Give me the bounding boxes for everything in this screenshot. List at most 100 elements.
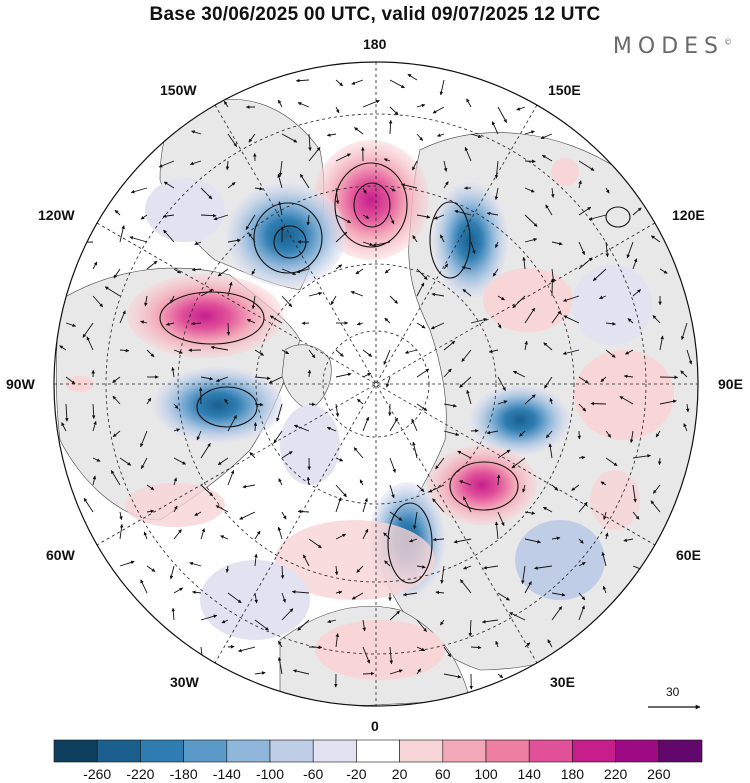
- wind-arrow-icon: [626, 241, 634, 259]
- wind-arrow-icon: [254, 186, 264, 191]
- wind-arrow-icon: [443, 430, 460, 436]
- wind-arrow-icon: [497, 322, 502, 329]
- wind-arrow-icon: [65, 322, 77, 327]
- wind-arrow-icon: [173, 505, 178, 513]
- wind-arrow-icon: [362, 349, 373, 357]
- wind-arrow-icon: [578, 180, 582, 189]
- wind-arrow-icon: [61, 422, 67, 432]
- wind-arrow-icon: [389, 79, 405, 89]
- wind-arrow-icon: [194, 241, 202, 245]
- wind-arrow-icon: [443, 160, 448, 172]
- colorbar-swatch: [528, 739, 573, 763]
- wind-arrow-icon: [562, 349, 580, 355]
- wind-arrow-icon: [524, 237, 538, 243]
- colorbar-swatch: [442, 739, 487, 763]
- wind-arrow-icon: [335, 153, 351, 162]
- wind-arrow-icon: [112, 395, 121, 405]
- wind-arrow-icon: [192, 590, 202, 595]
- wind-arrow-icon: [200, 376, 214, 381]
- wind-arrow-icon: [681, 322, 688, 340]
- wind-arrow-icon: [293, 424, 310, 432]
- wind-arrow-icon: [254, 619, 269, 631]
- wind-arrow-icon: [524, 159, 536, 164]
- wind-arrow-icon: [454, 209, 472, 216]
- colorbar-tick-label: -220: [126, 766, 155, 782]
- wind-arrow-icon: [443, 673, 462, 679]
- wind-arrow-icon: [299, 173, 310, 189]
- wind-arrow-icon: [416, 668, 422, 675]
- wind-arrow-icon: [362, 214, 370, 219]
- wind-arrow-icon: [297, 509, 310, 514]
- wind-arrow-icon: [549, 397, 553, 405]
- wind-arrow-icon: [524, 538, 541, 544]
- wind-arrow-icon: [119, 310, 126, 324]
- wind-arrow-icon: [362, 619, 366, 632]
- wind-arrow-icon: [443, 403, 457, 408]
- wind-arrow-icon: [571, 484, 580, 491]
- wind-arrow-icon: [292, 669, 310, 675]
- colorbar-tick-label: 180: [560, 766, 585, 782]
- colorbar-swatch: [269, 739, 314, 763]
- colorbar-tick-label: -20: [346, 766, 367, 782]
- wind-arrow-icon: [466, 389, 472, 405]
- wind-arrow-icon: [291, 590, 310, 594]
- wind-arrow-icon: [443, 340, 456, 351]
- wind-arrow-icon: [92, 261, 98, 270]
- wind-arrow-icon: [356, 565, 364, 573]
- wind-arrow-icon: [326, 133, 337, 137]
- colorbar-tick-label: -180: [169, 766, 198, 782]
- wind-arrow-icon: [335, 349, 344, 357]
- wind-arrow-icon: [140, 579, 148, 594]
- wind-arrow-icon: [200, 614, 218, 621]
- wind-arrow-icon: [191, 130, 202, 135]
- wind-arrow-icon: [113, 268, 121, 279]
- wind-arrow-icon: [92, 475, 97, 486]
- wind-arrow-icon: [327, 619, 337, 624]
- wind-arrow-icon: [277, 173, 283, 189]
- wind-arrow-icon: [453, 538, 472, 544]
- wind-arrow-icon: [276, 403, 283, 422]
- wind-arrow-icon: [140, 214, 148, 220]
- wind-arrow-icon: [497, 592, 510, 601]
- wind-arrow-icon: [65, 403, 69, 422]
- lon-label-150e: 150E: [548, 82, 581, 98]
- wind-arrow-icon: [534, 565, 553, 570]
- wind-arrow-icon: [416, 322, 426, 329]
- wind-arrow-icon: [384, 268, 391, 274]
- wind-arrow-icon: [362, 241, 374, 246]
- colorbar-swatch: [96, 739, 141, 763]
- wind-arrow-icon: [353, 447, 364, 459]
- wind-arrow-icon: [497, 376, 506, 391]
- wind-arrow-icon: [191, 267, 202, 272]
- wind-arrow-icon: [217, 457, 229, 466]
- wind-arrow-icon: [543, 342, 553, 351]
- wind-arrow-icon: [416, 368, 430, 378]
- wind-arrow-icon: [389, 646, 394, 665]
- wind-arrow-icon: [461, 265, 472, 270]
- wind-arrow-icon: [92, 457, 101, 462]
- wind-arrow-icon: [200, 187, 213, 200]
- wind-arrow-icon: [281, 295, 293, 308]
- wind-arrow-icon: [685, 403, 690, 413]
- wind-arrow-icon: [412, 441, 418, 459]
- wind-arrow-icon: [335, 633, 340, 648]
- wind-arrow-icon: [355, 268, 364, 275]
- wind-arrow-icon: [189, 561, 202, 567]
- wind-arrow-icon: [246, 318, 256, 324]
- wind-arrow-icon: [112, 430, 121, 438]
- wind-arrow-icon: [443, 181, 449, 189]
- wind-arrow-icon: [200, 289, 214, 297]
- wind-arrow-icon: [82, 322, 94, 338]
- wind-arrow-icon: [220, 535, 229, 540]
- graticule: [54, 62, 698, 706]
- colorbar-tick-label: -60: [303, 766, 324, 782]
- wind-arrow-icon: [439, 234, 445, 243]
- wind-arrow-icon: [650, 500, 661, 513]
- reference-vector-label: 30: [666, 685, 680, 699]
- wind-arrow-icon: [278, 478, 283, 486]
- wind-arrow-icon: [495, 640, 499, 648]
- wind-arrow-icon: [362, 497, 368, 513]
- wind-arrow-icon: [439, 79, 445, 96]
- wind-arrow-icon: [462, 288, 472, 297]
